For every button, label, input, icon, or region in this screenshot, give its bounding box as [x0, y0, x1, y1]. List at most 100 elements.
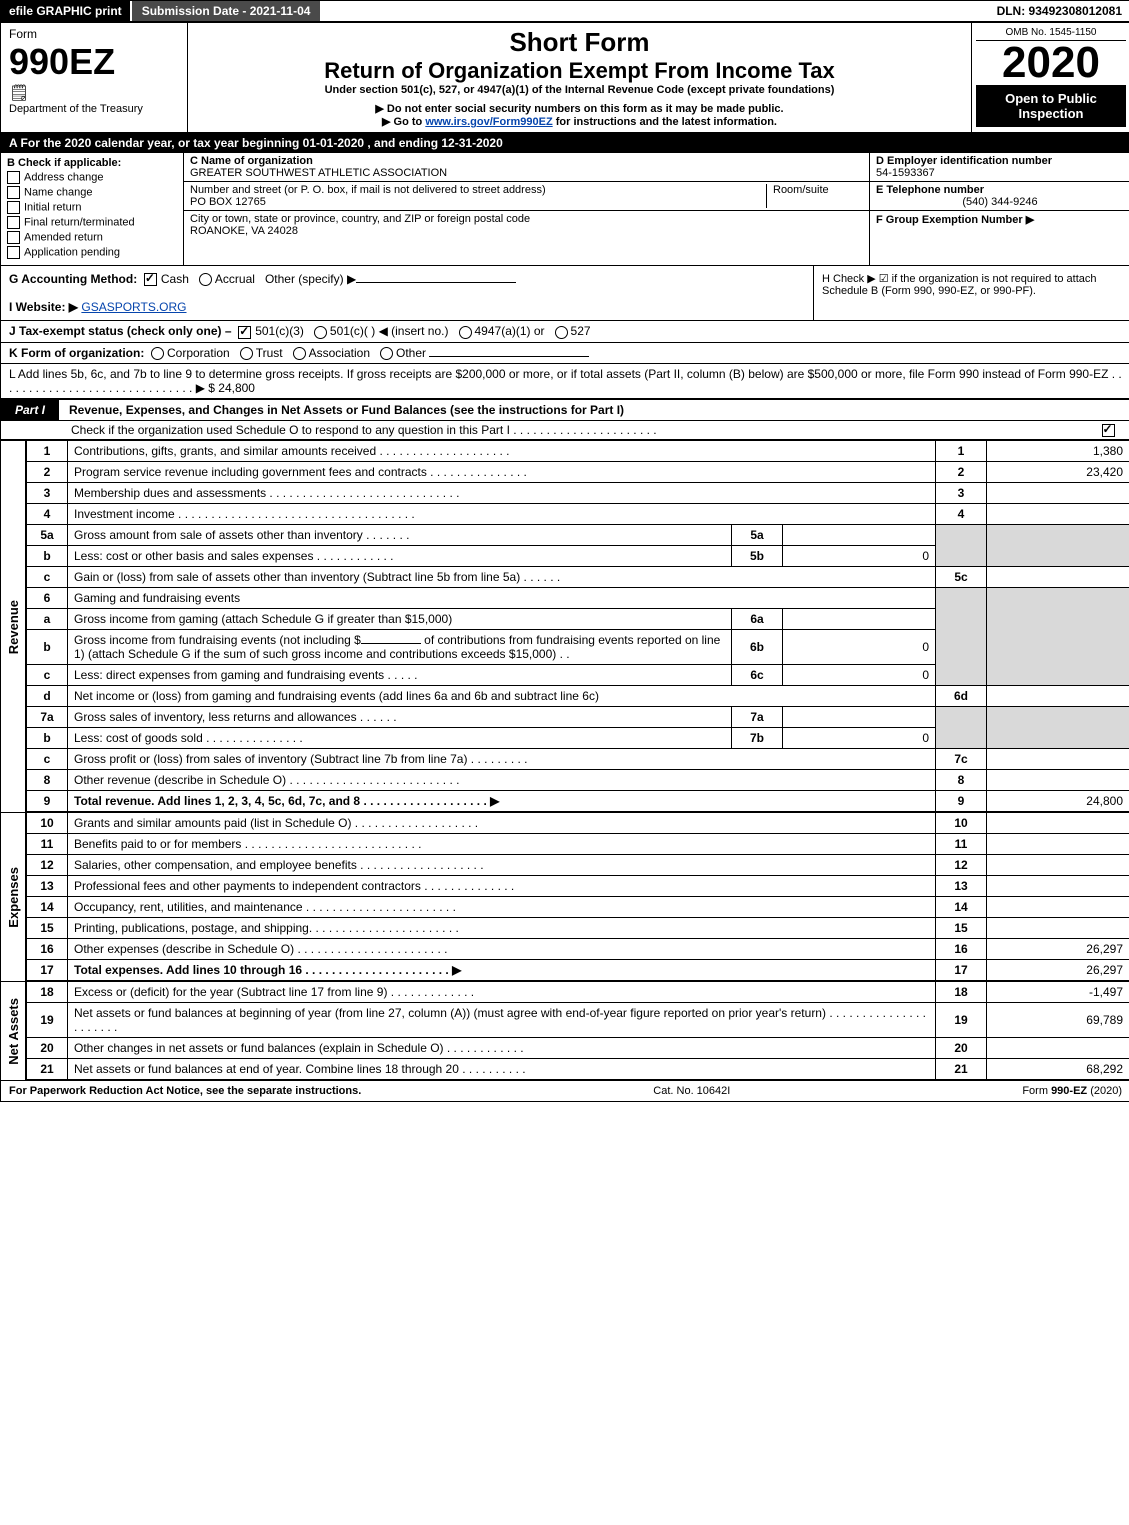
chk-trust[interactable] [240, 347, 253, 360]
chk-final-return[interactable]: Final return/terminated [7, 216, 177, 229]
top-bar: efile GRAPHIC print Submission Date - 20… [1, 1, 1129, 23]
form-number: 990EZ [9, 41, 179, 83]
chk-schedule-o[interactable] [1102, 424, 1115, 437]
chk-application-pending[interactable]: Application pending [7, 246, 177, 259]
submission-date-label: Submission Date - 2021-11-04 [130, 1, 321, 21]
j-4947: 4947(a)(1) or [475, 324, 545, 338]
line-j: J Tax-exempt status (check only one) – 5… [1, 321, 1129, 342]
c-street-label: Number and street (or P. O. box, if mail… [190, 184, 546, 196]
org-city: ROANOKE, VA 24028 [190, 225, 298, 237]
part-1-label: Part I [1, 400, 59, 420]
i-label: I Website: ▶ [9, 300, 78, 314]
box-c: C Name of organization GREATER SOUTHWEST… [184, 153, 869, 265]
line-14: 14Occupancy, rent, utilities, and mainte… [27, 897, 1129, 918]
g-cash: Cash [161, 272, 189, 286]
tax-year: 2020 [976, 41, 1126, 85]
box-b: B Check if applicable: Address change Na… [1, 153, 184, 265]
line-13: 13Professional fees and other payments t… [27, 876, 1129, 897]
chk-501c3[interactable] [238, 326, 251, 339]
line-19: 19Net assets or fund balances at beginni… [27, 1003, 1129, 1038]
expenses-table: 10Grants and similar amounts paid (list … [26, 812, 1129, 981]
part-1-checknote: Check if the organization used Schedule … [71, 423, 1098, 437]
line-5a: 5a Gross amount from sale of assets othe… [27, 525, 1129, 546]
line-3: 3 Membership dues and assessments . . . … [27, 483, 1129, 504]
c-name-label: C Name of organization [190, 155, 313, 167]
net-assets-side-label: Net Assets [1, 981, 26, 1080]
f-group-label: F Group Exemption Number ▶ [876, 214, 1034, 226]
form-page: efile GRAPHIC print Submission Date - 20… [0, 0, 1129, 1102]
under-section-text: Under section 501(c), 527, or 4947(a)(1)… [196, 84, 963, 96]
form-header: Form 990EZ 🗒 Department of the Treasury … [1, 23, 1129, 133]
6b-amount-input[interactable] [361, 643, 421, 644]
k-assoc: Association [309, 346, 370, 360]
j-label: J Tax-exempt status (check only one) – [9, 324, 232, 338]
info-grid: B Check if applicable: Address change Na… [1, 153, 1129, 266]
irs-link[interactable]: www.irs.gov/Form990EZ [425, 116, 552, 128]
line-18: 18Excess or (deficit) for the year (Subt… [27, 982, 1129, 1003]
line-7a: 7a Gross sales of inventory, less return… [27, 707, 1129, 728]
line-5c: c Gain or (loss) from sale of assets oth… [27, 567, 1129, 588]
chk-other[interactable] [380, 347, 393, 360]
line-15: 15Printing, publications, postage, and s… [27, 918, 1129, 939]
footer-mid: Cat. No. 10642I [653, 1085, 730, 1097]
efile-print-button[interactable]: efile GRAPHIC print [1, 1, 130, 21]
chk-cash[interactable] [144, 273, 157, 286]
k-corp: Corporation [167, 346, 230, 360]
line-17: 17Total expenses. Add lines 10 through 1… [27, 960, 1129, 981]
line-11: 11Benefits paid to or for members . . . … [27, 834, 1129, 855]
chk-address-change[interactable]: Address change [7, 171, 177, 184]
chk-501c[interactable] [314, 326, 327, 339]
expenses-section: Expenses 10Grants and similar amounts pa… [1, 812, 1129, 981]
h-text: H Check ▶ ☑ if the organization is not r… [822, 273, 1097, 297]
chk-accrual[interactable] [199, 273, 212, 286]
g-other: Other (specify) ▶ [265, 272, 356, 286]
revenue-section: Revenue 1 Contributions, gifts, grants, … [1, 440, 1129, 812]
goto-text: ▶ Go to www.irs.gov/Form990EZ for instru… [196, 115, 963, 128]
line-1: 1 Contributions, gifts, grants, and simi… [27, 441, 1129, 462]
e-phone-value: (540) 344-9246 [876, 196, 1124, 208]
short-form-title: Short Form [196, 27, 963, 58]
form-year-block: OMB No. 1545-1150 2020 Open to Public In… [971, 23, 1129, 132]
net-assets-section: Net Assets 18Excess or (deficit) for the… [1, 981, 1129, 1080]
chk-amended-return[interactable]: Amended return [7, 231, 177, 244]
dept-label: Department of the Treasury [9, 103, 179, 115]
dln-label: DLN: 93492308012081 [989, 1, 1129, 21]
return-title: Return of Organization Exempt From Incom… [196, 58, 963, 84]
k-other: Other [396, 346, 426, 360]
k-other-input[interactable] [429, 356, 589, 357]
revenue-side-label: Revenue [1, 440, 26, 812]
j-527: 527 [571, 324, 591, 338]
e-phone-label: E Telephone number [876, 184, 984, 196]
line-k: K Form of organization: Corporation Trus… [1, 343, 1129, 364]
line-12: 12Salaries, other compensation, and empl… [27, 855, 1129, 876]
line-4: 4 Investment income . . . . . . . . . . … [27, 504, 1129, 525]
line-21: 21Net assets or fund balances at end of … [27, 1059, 1129, 1080]
line-20: 20Other changes in net assets or fund ba… [27, 1038, 1129, 1059]
org-name: GREATER SOUTHWEST ATHLETIC ASSOCIATION [190, 167, 447, 179]
g-other-input[interactable] [356, 282, 516, 283]
footer-left: For Paperwork Reduction Act Notice, see … [9, 1085, 361, 1097]
j-501c: 501(c)( ) ◀ (insert no.) [330, 324, 449, 338]
part-1-checknote-row: Check if the organization used Schedule … [1, 421, 1129, 440]
chk-527[interactable] [555, 326, 568, 339]
box-def: D Employer identification number 54-1593… [869, 153, 1129, 265]
chk-corp[interactable] [151, 347, 164, 360]
page-footer: For Paperwork Reduction Act Notice, see … [1, 1080, 1129, 1101]
expenses-side-label: Expenses [1, 812, 26, 981]
room-suite-label: Room/suite [773, 184, 829, 196]
line-7c: c Gross profit or (loss) from sales of i… [27, 749, 1129, 770]
website-link[interactable]: GSASPORTS.ORG [81, 300, 186, 314]
line-h: H Check ▶ ☑ if the organization is not r… [813, 266, 1129, 320]
form-id-block: Form 990EZ 🗒 Department of the Treasury [1, 23, 188, 132]
chk-name-change[interactable]: Name change [7, 186, 177, 199]
form-word: Form [9, 27, 179, 41]
k-trust: Trust [256, 346, 283, 360]
chk-4947[interactable] [459, 326, 472, 339]
box-b-title: B Check if applicable: [7, 157, 177, 169]
d-ein-label: D Employer identification number [876, 155, 1052, 167]
d-ein-value: 54-1593367 [876, 167, 935, 179]
line-l: L Add lines 5b, 6c, and 7b to line 9 to … [1, 364, 1129, 399]
chk-initial-return[interactable]: Initial return [7, 201, 177, 214]
chk-assoc[interactable] [293, 347, 306, 360]
line-6d: d Net income or (loss) from gaming and f… [27, 686, 1129, 707]
